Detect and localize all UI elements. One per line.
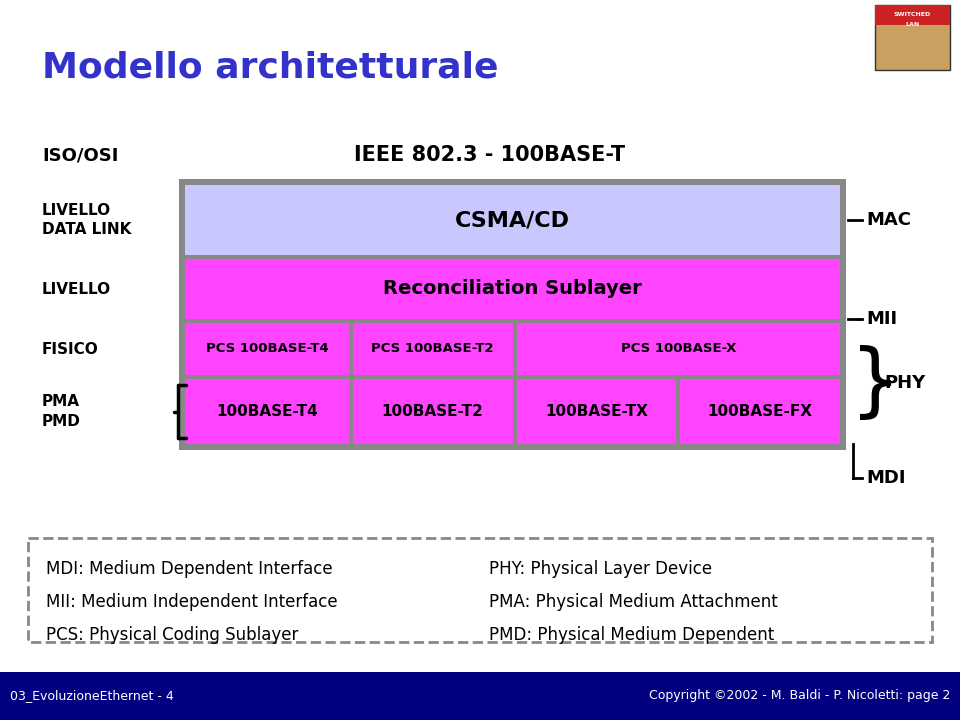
FancyBboxPatch shape <box>875 5 950 25</box>
FancyBboxPatch shape <box>0 672 960 720</box>
Text: IEEE 802.3 - 100BASE-T: IEEE 802.3 - 100BASE-T <box>354 145 626 165</box>
Text: PCS 100BASE-X: PCS 100BASE-X <box>620 343 736 356</box>
Text: PMA: Physical Medium Attachment: PMA: Physical Medium Attachment <box>489 593 778 611</box>
FancyBboxPatch shape <box>185 259 840 319</box>
Text: Copyright ©2002 - M. Baldi - P. Nicoletti: page 2: Copyright ©2002 - M. Baldi - P. Nicolett… <box>649 690 950 703</box>
FancyBboxPatch shape <box>516 323 840 375</box>
Text: PHY: Physical Layer Device: PHY: Physical Layer Device <box>489 560 712 578</box>
Text: }: } <box>850 344 901 423</box>
Text: PMD: PMD <box>42 414 81 429</box>
Text: MDI: Medium Dependent Interface: MDI: Medium Dependent Interface <box>46 560 332 578</box>
FancyBboxPatch shape <box>875 5 950 70</box>
Text: PCS 100BASE-T4: PCS 100BASE-T4 <box>205 343 328 356</box>
FancyBboxPatch shape <box>179 179 846 450</box>
Text: 100BASE-T2: 100BASE-T2 <box>382 404 484 419</box>
Text: PMD: Physical Medium Dependent: PMD: Physical Medium Dependent <box>489 626 774 644</box>
FancyBboxPatch shape <box>185 185 840 255</box>
Text: 100BASE-TX: 100BASE-TX <box>545 404 648 419</box>
Text: LIVELLO
DATA LINK: LIVELLO DATA LINK <box>42 202 132 238</box>
Text: 100BASE-FX: 100BASE-FX <box>708 404 812 419</box>
Text: LAN: LAN <box>905 22 919 27</box>
Text: MDI: MDI <box>866 469 905 487</box>
FancyBboxPatch shape <box>185 323 348 375</box>
Text: MAC: MAC <box>866 211 911 229</box>
Text: CSMA/CD: CSMA/CD <box>455 210 570 230</box>
Text: FISICO: FISICO <box>42 341 99 356</box>
Text: 100BASE-T4: 100BASE-T4 <box>216 404 318 419</box>
Text: Reconciliation Sublayer: Reconciliation Sublayer <box>383 279 642 299</box>
FancyBboxPatch shape <box>352 323 513 375</box>
Text: SWITCHED: SWITCHED <box>894 12 930 17</box>
Text: LIVELLO: LIVELLO <box>42 282 111 297</box>
Text: PHY: PHY <box>884 374 925 392</box>
FancyBboxPatch shape <box>516 379 676 444</box>
Text: Modello architetturale: Modello architetturale <box>42 51 498 85</box>
Text: 03_EvoluzioneEthernet - 4: 03_EvoluzioneEthernet - 4 <box>10 690 174 703</box>
Text: ISO/OSI: ISO/OSI <box>42 146 118 164</box>
FancyBboxPatch shape <box>681 379 840 444</box>
FancyBboxPatch shape <box>185 379 348 444</box>
Text: PCS: Physical Coding Sublayer: PCS: Physical Coding Sublayer <box>46 626 299 644</box>
FancyBboxPatch shape <box>28 538 932 642</box>
Text: MII: MII <box>866 310 898 328</box>
Text: PCS 100BASE-T2: PCS 100BASE-T2 <box>372 343 493 356</box>
FancyBboxPatch shape <box>352 379 513 444</box>
Text: PMA: PMA <box>42 394 80 409</box>
Text: MII: Medium Independent Interface: MII: Medium Independent Interface <box>46 593 338 611</box>
